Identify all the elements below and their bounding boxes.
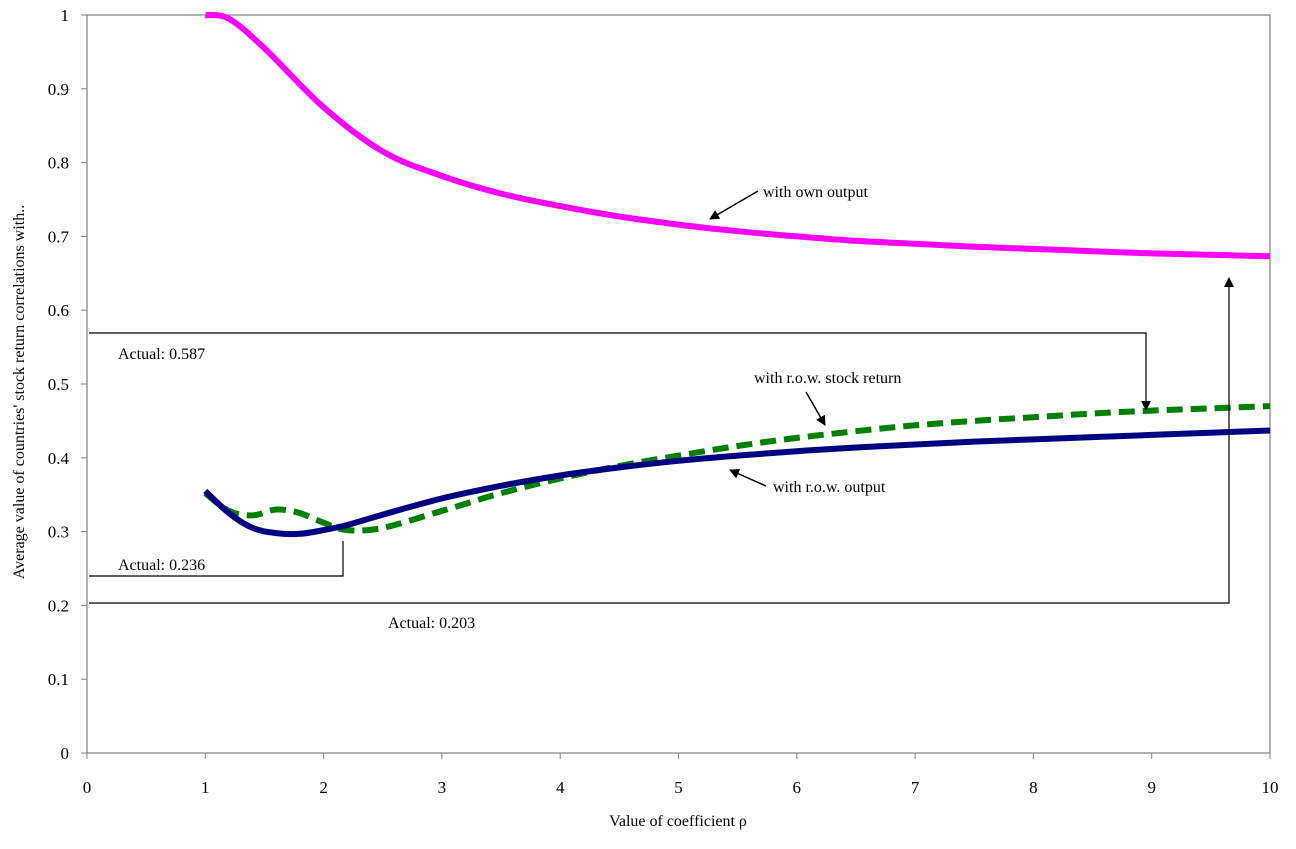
x-tick-label: 0 xyxy=(83,778,92,797)
annotation-row-stock-return: with r.o.w. stock return xyxy=(754,370,901,387)
plot-area-frame xyxy=(86,14,1271,754)
actual-0587-label: Actual: 0.587 xyxy=(118,346,205,363)
actual-0203-leader xyxy=(89,277,1234,604)
y-axis-title: Average value of countries' stock return… xyxy=(11,205,28,579)
y-tick-label: 0.2 xyxy=(48,596,69,615)
y-tick-label: 0.4 xyxy=(48,449,70,468)
x-tick-label: 5 xyxy=(674,778,683,797)
annotation-row-output: with r.o.w. output xyxy=(773,479,886,496)
axes: 00.10.20.30.40.50.60.70.80.910 1 2 3 4 5 6 7 8 9 1… xyxy=(48,6,1279,797)
series-lines xyxy=(203,11,1271,538)
y-tick-label: 0.1 xyxy=(48,670,69,689)
x-tick-label: 8 xyxy=(1029,778,1038,797)
actual-0203-label: Actual: 0.203 xyxy=(388,615,475,632)
y-tick-label: 0.5 xyxy=(48,375,69,394)
actual-0236-label: Actual: 0.236 xyxy=(118,557,205,574)
annotation-own-output: with own output xyxy=(763,184,868,201)
x-tick-label: 2 xyxy=(319,778,328,797)
annotations: with own output with r.o.w. stock return… xyxy=(89,184,1234,632)
x-axis-title: Value of coefficient ρ xyxy=(609,813,747,830)
x-tick-label: 9 xyxy=(1147,778,1156,797)
annotation-own-output-arrow xyxy=(709,190,759,220)
series-line-with-own-output xyxy=(204,11,1271,260)
x-tick-label: 4 xyxy=(556,778,565,797)
y-tick-label: 1 xyxy=(61,6,70,25)
x-tick-label: 6 xyxy=(793,778,802,797)
annotation-row-output-arrow xyxy=(729,469,767,487)
x-tick-label: 10 xyxy=(1262,778,1279,797)
x-tick-label: 7 xyxy=(911,778,920,797)
actual-0236-leader xyxy=(89,541,344,577)
series-line-with-r-o-w-stock-return xyxy=(203,403,1271,534)
y-tick-label: 0.9 xyxy=(48,80,69,99)
x-tick-label: 3 xyxy=(438,778,447,797)
actual-0587-leader xyxy=(89,332,1151,411)
y-tick-label: 0.8 xyxy=(48,154,69,173)
y-tick-label: 0.6 xyxy=(48,301,69,320)
y-tick-label: 0.3 xyxy=(48,523,69,542)
y-tick-label: 0 xyxy=(61,744,70,763)
x-tick-label: 1 xyxy=(201,778,210,797)
series-line-with-r-o-w-output xyxy=(203,427,1271,538)
annotation-row-stock-return-arrow xyxy=(805,391,826,426)
y-tick-label: 0.7 xyxy=(48,227,70,246)
